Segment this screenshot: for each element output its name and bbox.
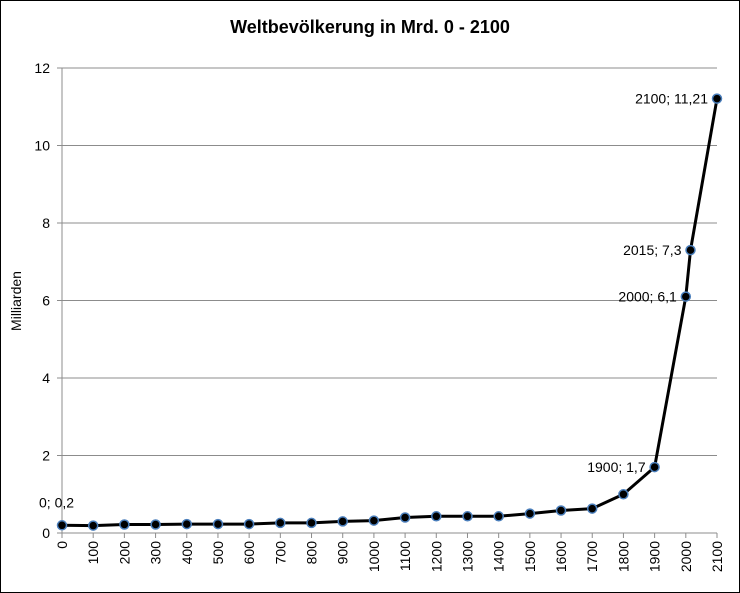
- data-point-500: [212, 518, 224, 530]
- y-tick-label: 12: [34, 60, 50, 76]
- data-point-1700: [586, 503, 598, 514]
- data-point-1900: [649, 461, 660, 473]
- data-point-700: [275, 517, 286, 529]
- y-tick-label: 4: [42, 370, 50, 386]
- data-point-800: [306, 517, 317, 529]
- data-point-1100: [399, 512, 411, 523]
- data-point-1800: [618, 489, 629, 500]
- x-tick-label: 2100: [709, 541, 725, 572]
- data-label: 0; 0,2: [39, 494, 74, 510]
- data-point-0: [56, 520, 68, 531]
- y-tick-label: 0: [42, 525, 50, 541]
- y-tick-label: 6: [42, 293, 50, 309]
- x-tick-label: 200: [116, 541, 132, 565]
- x-tick-label: 0: [54, 541, 70, 549]
- x-tick-label: 1400: [491, 541, 507, 572]
- data-point-400: [181, 518, 193, 530]
- chart-title: Weltbevölkerung in Mrd. 0 - 2100: [230, 17, 510, 37]
- label-layer: 0; 0,2 1900; 1,7 2000; 6,1 2015; 7,3 2100; 1…: [39, 91, 708, 511]
- x-tick-label: 1800: [615, 541, 631, 572]
- data-point-1200: [431, 511, 442, 522]
- axis-layer: 0 2 4 6 8 10 12 0 100 200 300 400 500 600 700 800 900 100…: [34, 60, 725, 572]
- data-point-2100: [711, 93, 723, 104]
- data-point-100: [87, 520, 99, 531]
- data-point-1600: [555, 505, 567, 516]
- x-tick-label: 300: [148, 541, 164, 565]
- x-tick-label: 1500: [522, 541, 538, 572]
- x-tick-label: 800: [304, 541, 320, 565]
- data-point-1300: [462, 511, 473, 522]
- data-point-900: [337, 516, 348, 527]
- data-label: 1900; 1,7: [587, 459, 646, 475]
- x-tick-label: 1200: [428, 541, 444, 572]
- y-tick-label: 10: [34, 138, 50, 154]
- x-tick-label: 2000: [678, 541, 694, 572]
- x-tick-label: 1300: [459, 541, 475, 572]
- data-point-1400: [493, 511, 504, 522]
- y-axis-title: Milliarden: [8, 271, 24, 331]
- series-layer: [56, 93, 723, 531]
- data-point-2000: [680, 291, 692, 302]
- data-point-600: [243, 518, 255, 530]
- data-point-1000: [368, 515, 380, 526]
- y-tick-label: 2: [42, 448, 50, 464]
- data-point-2015: [685, 244, 696, 256]
- data-point-200: [119, 519, 130, 530]
- data-point-1500: [524, 508, 536, 519]
- x-tick-label: 400: [179, 541, 195, 565]
- x-tick-label: 1700: [584, 541, 600, 572]
- x-tick-label: 600: [241, 541, 257, 565]
- grid-layer: [62, 67, 717, 456]
- data-label: 2015; 7,3: [623, 242, 682, 258]
- x-tick-label: 1100: [397, 541, 413, 571]
- x-tick-label: 1000: [366, 541, 382, 572]
- x-tick-label: 1600: [553, 541, 569, 572]
- data-point-300: [150, 519, 161, 530]
- y-tick-label: 8: [42, 215, 50, 231]
- data-label: 2000; 6,1: [618, 289, 677, 305]
- x-tick-label: 700: [272, 541, 288, 565]
- x-tick-label: 1900: [647, 541, 663, 572]
- x-tick-label: 100: [85, 541, 101, 565]
- x-tick-label: 500: [210, 541, 226, 565]
- data-label: 2100; 11,21: [635, 91, 708, 107]
- x-tick-label: 900: [335, 541, 351, 565]
